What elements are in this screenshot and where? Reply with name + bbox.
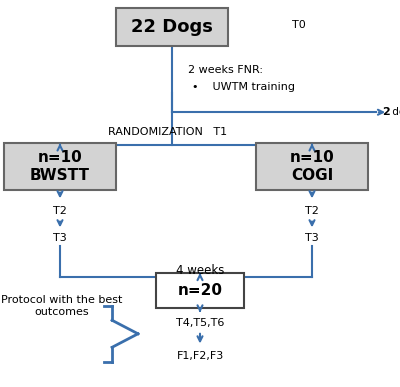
Text: n=10
BWSTT: n=10 BWSTT (30, 150, 90, 183)
FancyBboxPatch shape (116, 8, 228, 46)
Text: 2 weeks FNR:: 2 weeks FNR: (188, 65, 263, 75)
Text: dogs left: dogs left (389, 107, 400, 117)
Text: 22 Dogs: 22 Dogs (131, 18, 213, 36)
Text: T0: T0 (292, 20, 306, 30)
Text: T4,T5,T6: T4,T5,T6 (176, 318, 224, 328)
Text: 2: 2 (382, 107, 390, 117)
Text: F1,F2,F3: F1,F2,F3 (176, 351, 224, 361)
Text: n=10
COGI: n=10 COGI (290, 150, 334, 183)
FancyBboxPatch shape (4, 143, 116, 190)
Text: T2: T2 (53, 206, 67, 216)
Text: n=20: n=20 (178, 283, 222, 298)
Text: Protocol with the best
outcomes: Protocol with the best outcomes (1, 295, 123, 317)
Text: RANDOMIZATION   T1: RANDOMIZATION T1 (108, 127, 228, 137)
Text: T2: T2 (305, 206, 319, 216)
Text: T3: T3 (53, 233, 67, 243)
FancyBboxPatch shape (156, 273, 244, 308)
FancyBboxPatch shape (256, 143, 368, 190)
Text: 4 weeks: 4 weeks (176, 264, 224, 277)
Text: •    UWTM training: • UWTM training (192, 82, 295, 92)
Text: T3: T3 (305, 233, 319, 243)
